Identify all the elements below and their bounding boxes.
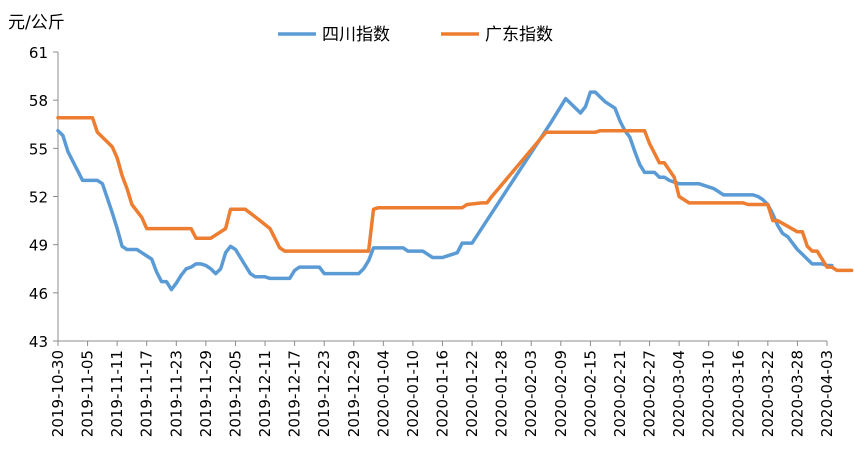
y-tick-label: 43 [29, 333, 48, 351]
x-tick-label: 2020-02-03 [522, 350, 540, 437]
x-tick-label: 2020-02-09 [552, 350, 570, 437]
x-tick-label: 2019-11-05 [79, 350, 97, 437]
y-tick-label: 52 [29, 189, 48, 207]
legend-label: 四川指数 [322, 25, 390, 45]
x-tick-label: 2019-11-11 [108, 350, 126, 437]
x-tick-label: 2020-01-04 [374, 350, 392, 437]
series-line-sichuan [56, 90, 834, 292]
x-axis: 2019-10-30 2019-11-05 2019-11-11 2019-11-17… [49, 340, 836, 437]
y-tick-label: 46 [29, 285, 48, 303]
y-tick-label: 61 [29, 44, 48, 62]
legend: 四川指数 广东指数 [278, 25, 553, 45]
x-tick-label: 2020-03-16 [729, 350, 747, 437]
x-tick-label: 2019-10-30 [49, 350, 67, 437]
x-tick-label: 2020-03-28 [788, 350, 806, 437]
x-tick-label: 2020-04-03 [818, 350, 836, 437]
x-tick-label: 2020-03-22 [759, 350, 777, 437]
x-tick-label: 2019-12-17 [286, 350, 304, 437]
x-tick-label: 2019-12-23 [315, 350, 333, 437]
y-axis: 43 46 49 52 55 58 61 [29, 44, 59, 351]
series-layer [56, 90, 854, 292]
x-tick-label: 2019-11-29 [197, 350, 215, 437]
x-tick-label: 2020-02-15 [581, 350, 599, 437]
x-tick-label: 2019-12-05 [226, 350, 244, 437]
x-tick-label: 2020-01-28 [493, 350, 511, 437]
series-line-guangdong [56, 116, 854, 273]
x-tick-label: 2020-01-10 [404, 350, 422, 437]
y-tick-label: 49 [29, 237, 48, 255]
x-tick-label: 2019-12-29 [345, 350, 363, 437]
x-tick-label: 2019-11-23 [167, 350, 185, 437]
y-axis-unit-label: 元/公斤 [8, 13, 65, 33]
x-tick-label: 2019-12-11 [256, 350, 274, 437]
x-tick-label: 2020-02-27 [641, 350, 659, 437]
legend-label: 广东指数 [485, 25, 553, 45]
x-tick-label: 2020-02-21 [611, 350, 629, 437]
x-tick-label: 2020-03-10 [700, 350, 718, 437]
x-tick-label: 2020-03-04 [670, 350, 688, 437]
x-tick-label: 2020-01-22 [463, 350, 481, 437]
y-tick-label: 58 [29, 92, 48, 110]
x-tick-label: 2020-01-16 [434, 350, 452, 437]
x-tick-label: 2019-11-17 [138, 350, 156, 437]
y-tick-label: 55 [29, 140, 48, 158]
